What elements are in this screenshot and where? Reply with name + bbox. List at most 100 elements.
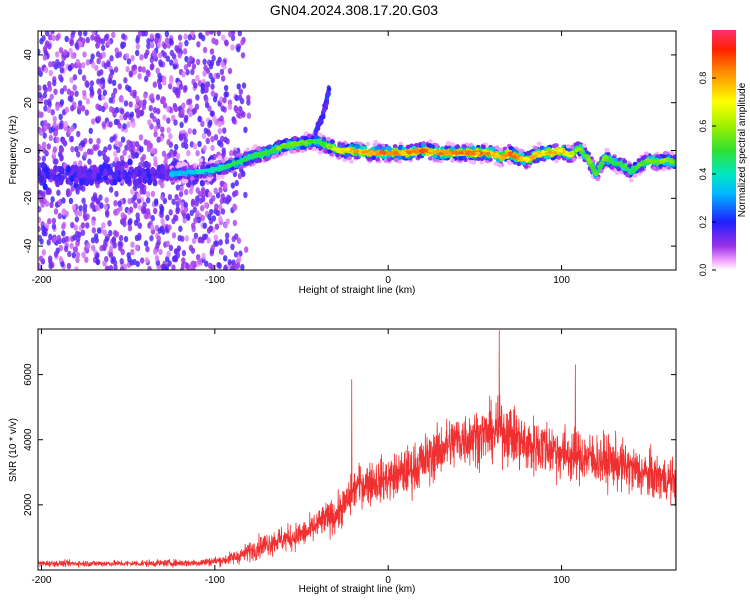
heatmap-noise-cell <box>139 54 144 61</box>
heatmap-noise-cell <box>190 31 196 35</box>
heatmap-noise-cell <box>201 252 206 260</box>
heatmap-noise-cell <box>56 234 62 242</box>
heatmap-noise-cell <box>168 244 174 252</box>
heatmap-noise-cell <box>105 211 110 218</box>
heatmap-ridge-cell <box>566 158 571 163</box>
heatmap-noise-cell <box>207 213 212 221</box>
heatmap-noise-cell <box>139 146 144 153</box>
heatmap-noise-cell <box>223 265 228 270</box>
heatmap-ridge-cell <box>263 156 269 162</box>
heatmap-noise-cell <box>146 145 152 153</box>
heatmap-noise-cell <box>69 96 74 103</box>
heatmap-noise-cell <box>95 258 101 266</box>
heatmap-noise-cell <box>210 90 216 97</box>
heatmap-noise-cell <box>38 206 42 213</box>
heatmap-noise-cell <box>183 84 188 92</box>
heatmap-noise-cell <box>97 88 102 96</box>
heatmap-noise-cell <box>196 216 202 224</box>
heatmap-noise-cell <box>102 260 107 267</box>
heatmap-ridge-core <box>587 160 593 165</box>
heatmap-noise-cell <box>197 140 202 148</box>
heatmap-ridge-cell <box>271 154 277 160</box>
heatmap-noise-cell <box>232 203 237 210</box>
heatmap-ridge-cell <box>246 160 252 165</box>
heatmap-noise-cell <box>52 79 57 87</box>
snr-y-tick-label: 2000 <box>23 493 34 516</box>
heatmap-noise-cell <box>222 255 228 262</box>
heatmap-noise-cell <box>149 41 155 49</box>
heatmap-noise-cell <box>246 99 251 106</box>
heatmap-y-tick-label: 40 <box>23 49 34 61</box>
heatmap-ridge-core <box>557 148 564 153</box>
heatmap-ridge-core <box>475 151 481 156</box>
heatmap-ridge-cell <box>397 145 403 151</box>
heatmap-noise-cell <box>81 141 86 148</box>
snr-x-tick-label: -200 <box>31 575 51 586</box>
heatmap-noise-cell <box>99 202 104 209</box>
heatmap-noise-cell <box>162 51 168 59</box>
heatmap-ridge-cell <box>275 140 281 145</box>
heatmap-noise-cell <box>74 266 79 270</box>
heatmap-noise-cell <box>181 257 186 264</box>
heatmap-noise-cell <box>64 106 70 113</box>
heatmap-branch-cell <box>327 86 332 92</box>
heatmap-noise-cell <box>43 99 49 106</box>
heatmap-noise-cell <box>143 240 149 247</box>
heatmap-noise-cell <box>38 111 41 119</box>
heatmap-ridge-cell <box>571 157 577 162</box>
heatmap-noise-cell <box>152 115 157 123</box>
heatmap-noise-cell <box>100 44 106 52</box>
heatmap-noise-cell <box>130 149 135 156</box>
heatmap-noise-cell <box>58 165 64 173</box>
heatmap-noise-cell <box>72 74 78 81</box>
heatmap-noise-cell <box>70 105 75 112</box>
heatmap-noise-cell <box>211 195 216 202</box>
heatmap-noise-cell <box>113 264 118 270</box>
heatmap-noise-cell <box>206 237 211 244</box>
heatmap-noise-cell <box>90 53 95 60</box>
heatmap-noise-cell <box>81 251 86 259</box>
heatmap-noise-cell <box>157 83 163 90</box>
heatmap-noise-cell <box>45 188 50 196</box>
heatmap-noise-cell <box>197 115 202 123</box>
heatmap-noise-cell <box>218 203 223 211</box>
heatmap-noise-cell <box>100 105 106 113</box>
heatmap-noise-cell <box>58 146 64 154</box>
heatmap-noise-cell <box>204 260 209 267</box>
heatmap-noise-cell <box>137 73 142 80</box>
heatmap-ridge-core <box>431 150 438 155</box>
heatmap-noise-cell <box>158 248 163 256</box>
colorbar-label: Normalized spectral amplitude <box>737 82 748 217</box>
heatmap-noise-cell <box>160 194 165 201</box>
heatmap-noise-cell <box>66 262 72 270</box>
heatmap-noise-cell <box>121 216 127 224</box>
heatmap-noise-cell <box>168 133 173 140</box>
heatmap-noise-cell <box>176 245 182 252</box>
heatmap-noise-cell <box>196 41 201 48</box>
heatmap-noise-cell <box>99 78 104 85</box>
heatmap-ridge-core <box>422 148 428 153</box>
heatmap-noise-cell <box>105 265 110 270</box>
heatmap-noise-cell <box>69 242 74 250</box>
heatmap-noise-cell <box>198 32 204 40</box>
heatmap-noise-cell <box>69 135 74 143</box>
heatmap-noise-cell <box>202 70 207 77</box>
heatmap-ridge-cell <box>526 151 532 156</box>
heatmap-noise-cell <box>93 233 99 240</box>
heatmap-noise-cell <box>45 31 50 37</box>
heatmap-noise-cell <box>119 266 125 270</box>
heatmap-ridge-cell <box>508 145 514 151</box>
heatmap-noise-cell <box>91 164 97 172</box>
heatmap-noise-cell <box>38 162 42 169</box>
heatmap-noise-cell <box>164 31 170 38</box>
heatmap-noise-cell <box>106 60 111 68</box>
heatmap-noise-cell <box>224 40 229 47</box>
heatmap-noise-cell <box>108 245 114 252</box>
heatmap-noise-cell <box>76 235 81 243</box>
heatmap-ridge-cell <box>479 159 485 165</box>
heatmap-noise-cell <box>48 34 53 41</box>
heatmap-ridge-cell <box>440 146 445 151</box>
heatmap-noise-cell <box>82 203 88 210</box>
heatmap-noise-cell <box>66 88 72 95</box>
